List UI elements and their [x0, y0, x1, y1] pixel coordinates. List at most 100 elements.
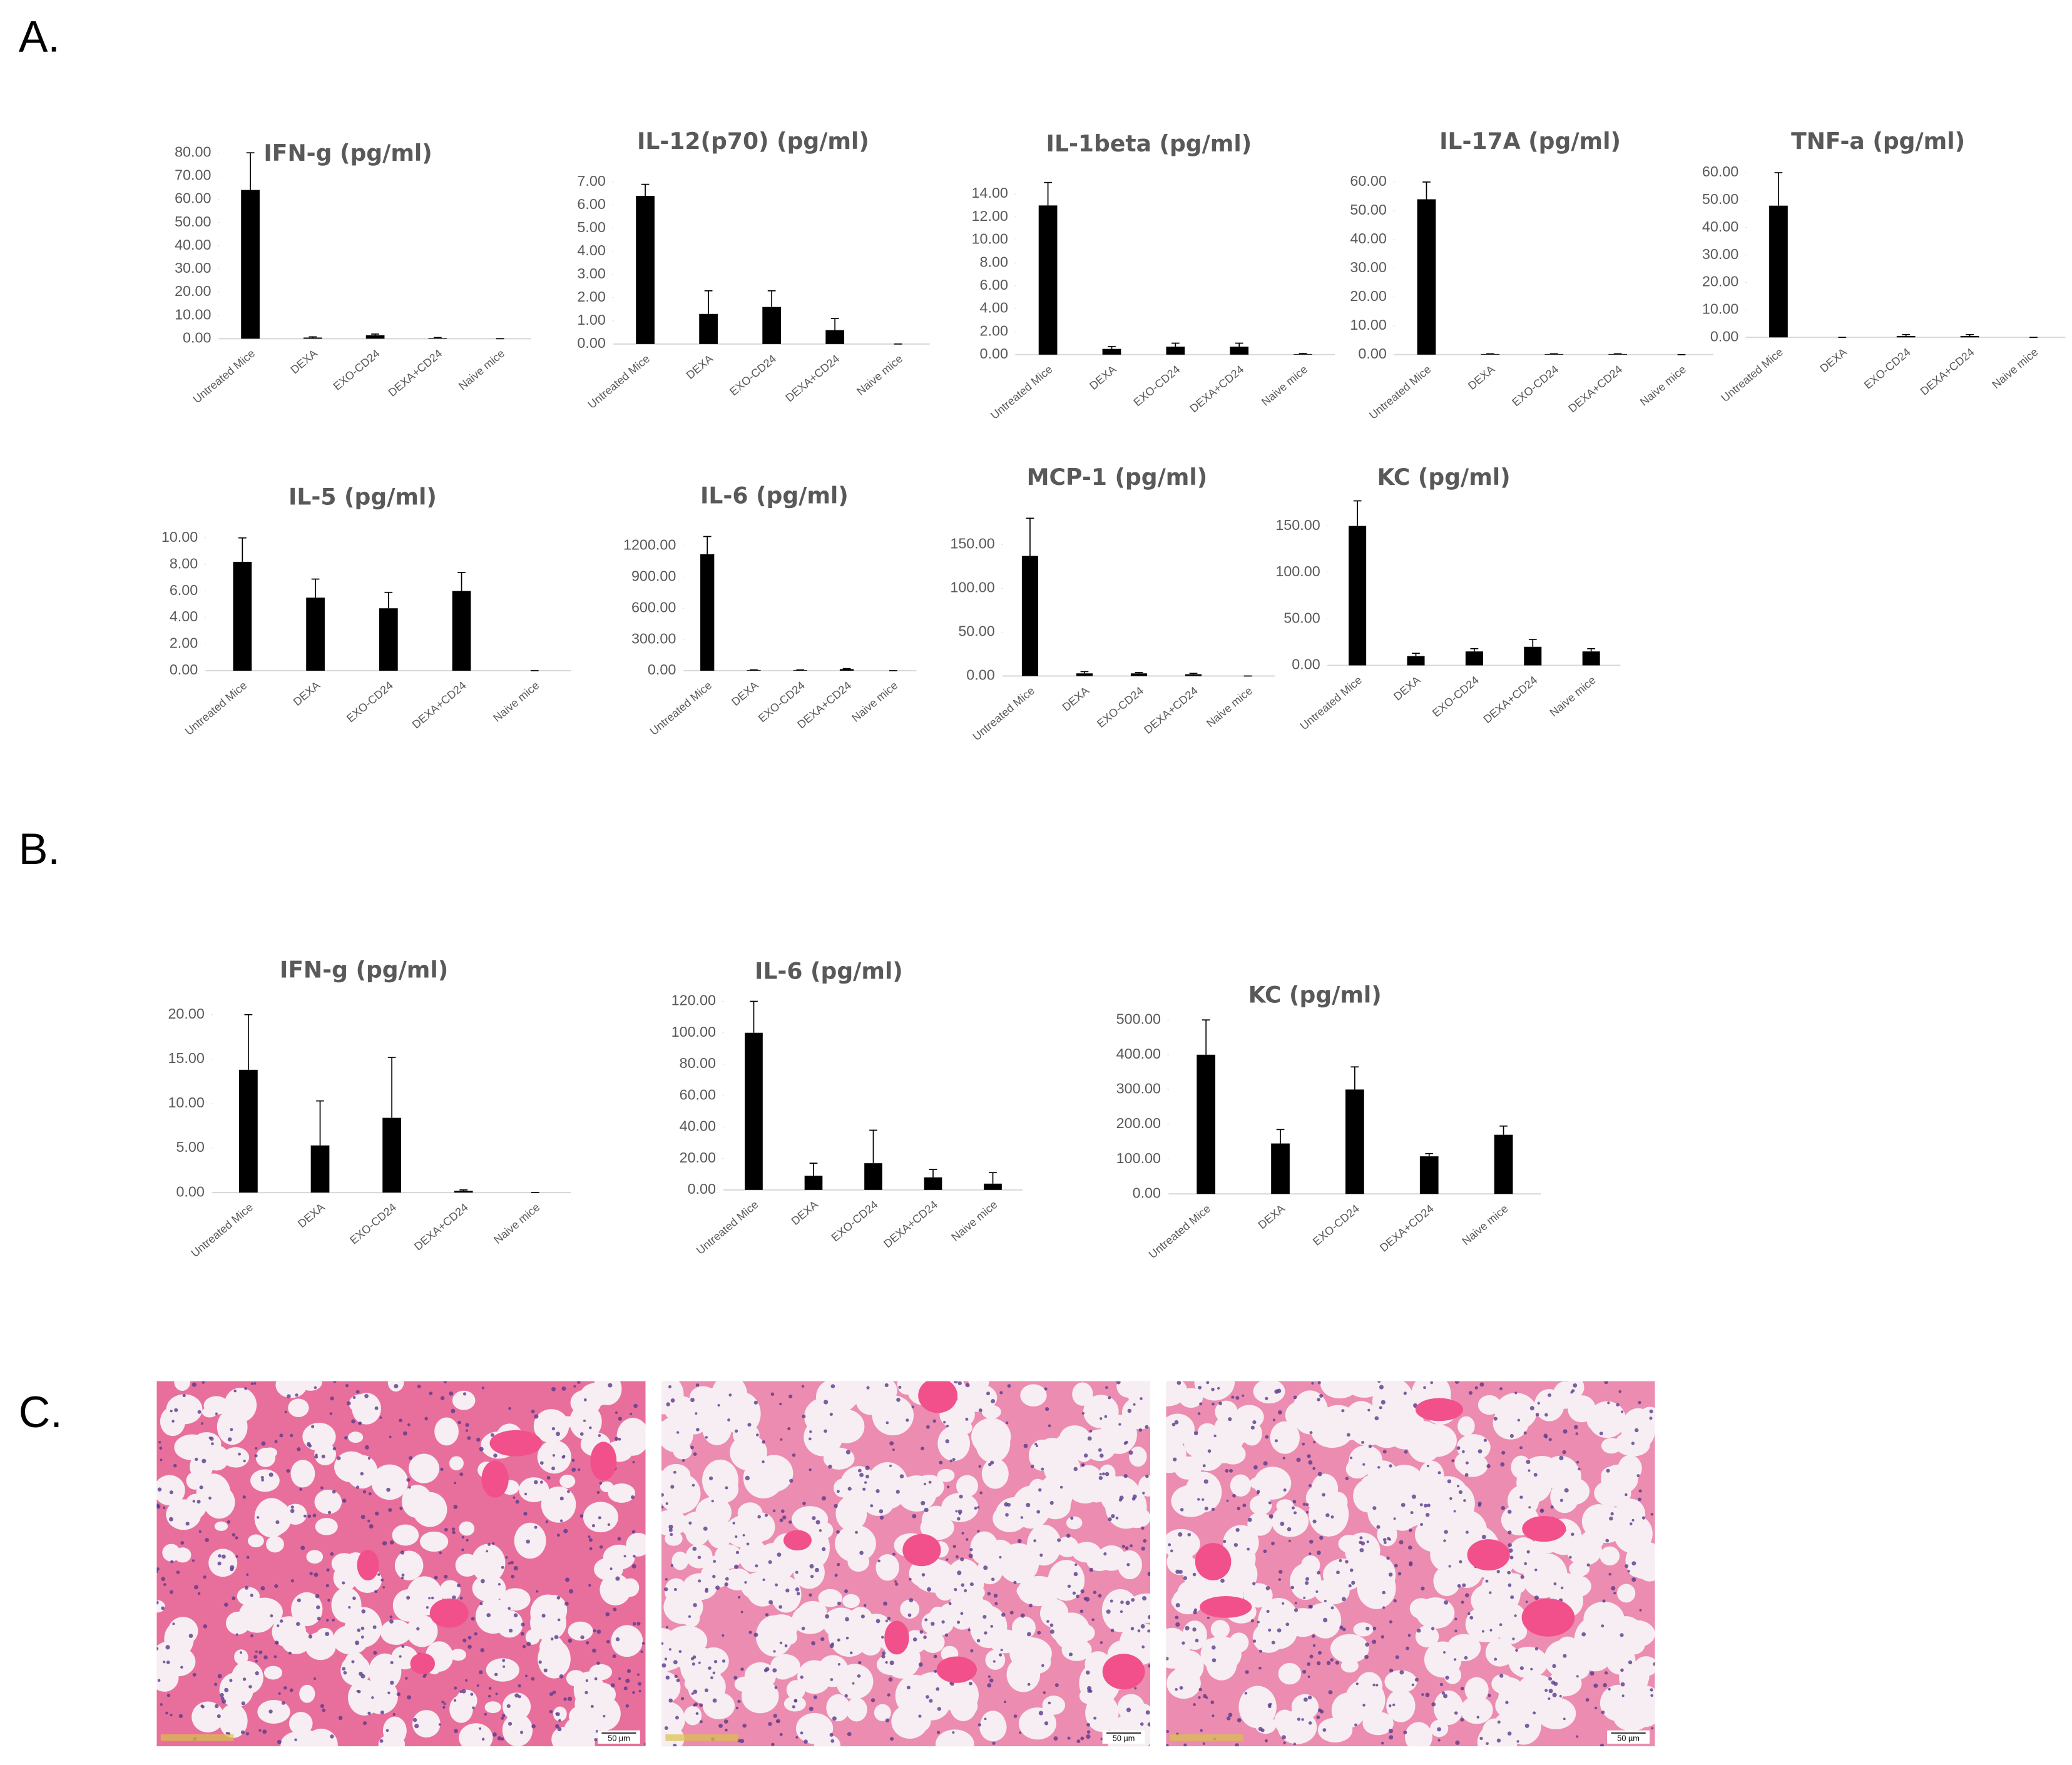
- nucleus: [926, 1695, 929, 1699]
- alveolus: [1166, 1667, 1201, 1699]
- nucleus: [1187, 1533, 1192, 1537]
- nucleus: [1235, 1743, 1239, 1747]
- nucleus: [1393, 1599, 1397, 1603]
- nucleus: [1528, 1506, 1531, 1509]
- y-tick-label: 60.00: [175, 190, 211, 206]
- nucleus: [1426, 1465, 1429, 1468]
- nucleus: [1070, 1516, 1074, 1520]
- nucleus: [1036, 1510, 1041, 1514]
- nucleus: [1630, 1522, 1633, 1525]
- nucleus: [158, 1440, 161, 1444]
- nucleus: [1258, 1666, 1262, 1670]
- nucleus: [453, 1505, 458, 1509]
- nucleus: [1210, 1700, 1215, 1704]
- nucleus: [462, 1638, 467, 1642]
- nucleus: [1293, 1742, 1296, 1746]
- nucleus: [1277, 1410, 1282, 1415]
- nucleus: [568, 1696, 573, 1701]
- nucleus: [250, 1382, 254, 1385]
- nucleus: [1080, 1736, 1084, 1741]
- y-tick-label: 600.00: [631, 599, 676, 615]
- nucleus: [508, 1406, 511, 1410]
- alveolus: [1330, 1634, 1369, 1664]
- nucleus: [513, 1613, 518, 1617]
- nucleus: [390, 1681, 394, 1685]
- nucleus: [633, 1555, 636, 1558]
- nucleus: [200, 1704, 204, 1708]
- nucleus: [885, 1421, 889, 1425]
- nucleus: [735, 1535, 738, 1539]
- nucleus: [498, 1583, 501, 1586]
- error-bar: [1412, 653, 1420, 656]
- nucleus: [1372, 1626, 1377, 1630]
- nucleus: [174, 1408, 178, 1412]
- nucleus: [952, 1544, 956, 1549]
- nucleus: [974, 1507, 977, 1510]
- nucleus: [505, 1556, 508, 1559]
- nucleus: [1302, 1502, 1306, 1506]
- bar: [825, 330, 845, 344]
- nucleus: [227, 1437, 232, 1442]
- nucleus: [1265, 1586, 1270, 1590]
- nucleus: [346, 1401, 351, 1406]
- nucleus: [277, 1739, 282, 1744]
- nucleus: [176, 1570, 180, 1574]
- bar: [1608, 354, 1627, 355]
- nucleus: [745, 1475, 750, 1481]
- nucleus: [1454, 1617, 1457, 1620]
- nucleus: [987, 1683, 992, 1688]
- y-tick-label: 6.00: [170, 582, 198, 598]
- alveolus: [661, 1671, 681, 1704]
- nucleus: [357, 1689, 361, 1694]
- nucleus: [1009, 1610, 1014, 1615]
- nucleus: [1336, 1570, 1340, 1575]
- nucleus: [170, 1714, 173, 1717]
- nucleus: [859, 1550, 864, 1555]
- nucleus: [937, 1707, 941, 1711]
- nucleus: [1379, 1385, 1384, 1390]
- nucleus: [333, 1381, 337, 1383]
- nucleus: [1649, 1417, 1653, 1420]
- nucleus: [929, 1699, 933, 1703]
- nucleus: [906, 1686, 911, 1690]
- nucleus: [389, 1435, 392, 1438]
- nucleus: [1296, 1457, 1301, 1462]
- alveolus: [1353, 1622, 1374, 1637]
- bar: [365, 335, 385, 339]
- nucleus: [1081, 1463, 1085, 1467]
- nucleus: [718, 1724, 723, 1728]
- nucleus: [308, 1444, 312, 1448]
- nucleus: [459, 1690, 462, 1694]
- nucleus: [288, 1651, 292, 1655]
- nucleus: [568, 1639, 573, 1643]
- alveolus: [1433, 1690, 1464, 1725]
- nucleus: [1382, 1590, 1386, 1595]
- nucleus: [1093, 1716, 1097, 1720]
- y-tick-label: 60.00: [1702, 163, 1738, 180]
- vessel: [902, 1534, 941, 1567]
- nucleus: [1198, 1385, 1202, 1390]
- y-tick-label: 20.00: [168, 1005, 204, 1022]
- nucleus: [1178, 1570, 1183, 1574]
- y-tick-label: 0.00: [648, 661, 676, 678]
- nucleus: [606, 1640, 610, 1644]
- nucleus: [1166, 1657, 1169, 1661]
- nucleus: [1560, 1586, 1564, 1590]
- panel-label: C.: [19, 1388, 63, 1437]
- nucleus: [1601, 1624, 1605, 1628]
- nucleus: [1339, 1625, 1344, 1630]
- nucleus: [195, 1457, 198, 1462]
- nucleus: [444, 1574, 448, 1579]
- nucleus: [623, 1555, 626, 1558]
- nucleus: [740, 1739, 745, 1744]
- nucleus: [1305, 1577, 1310, 1581]
- nucleus: [1212, 1714, 1215, 1717]
- nucleus: [1312, 1467, 1315, 1470]
- nucleus: [1387, 1537, 1391, 1540]
- y-tick-label: 14.00: [972, 185, 1008, 201]
- nucleus: [1481, 1630, 1485, 1633]
- nucleus: [1330, 1515, 1334, 1519]
- nucleus: [1312, 1644, 1316, 1647]
- alveolus: [539, 1595, 568, 1625]
- alveolus: [568, 1621, 593, 1641]
